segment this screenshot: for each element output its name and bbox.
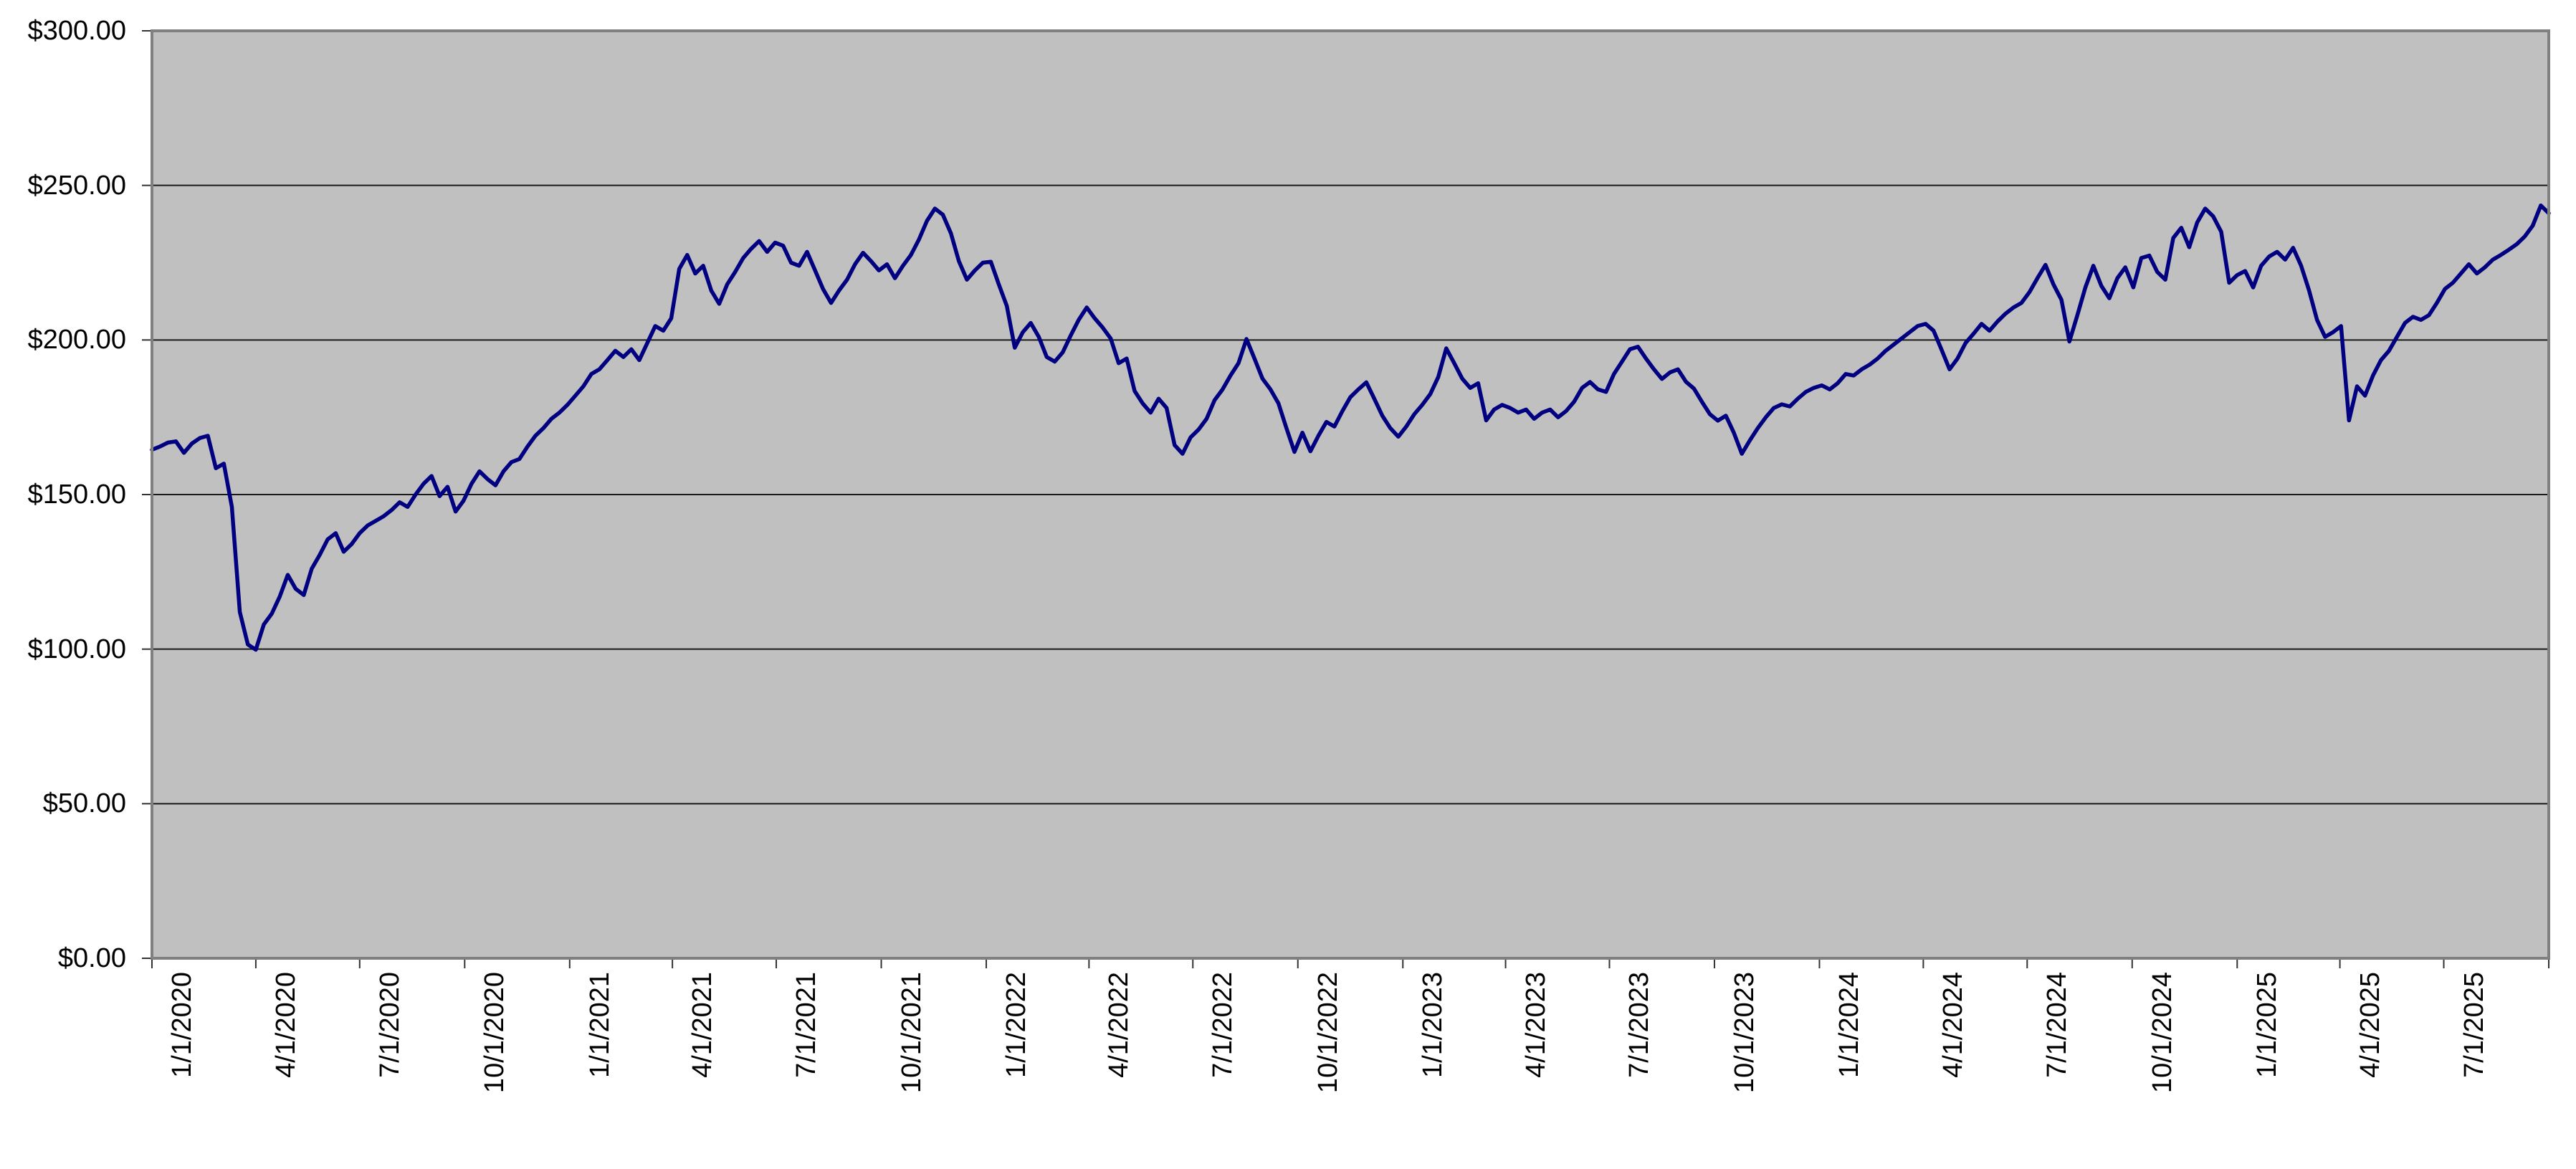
price-line-series	[150, 203, 2551, 652]
y-axis-label: $150.00	[27, 479, 126, 510]
x-axis-tick-marks	[151, 958, 2549, 968]
plot-area-border	[151, 29, 2550, 960]
y-axis-label: $250.00	[27, 170, 126, 201]
y-axis-label: $300.00	[27, 16, 126, 46]
y-axis-label: $100.00	[27, 634, 126, 664]
y-axis-label: $0.00	[57, 943, 126, 973]
horizontal-gridlines	[152, 184, 2549, 805]
y-axis-label: $200.00	[27, 325, 126, 356]
y-axis-tick-marks	[142, 30, 152, 959]
y-axis-label: $50.00	[42, 788, 126, 819]
